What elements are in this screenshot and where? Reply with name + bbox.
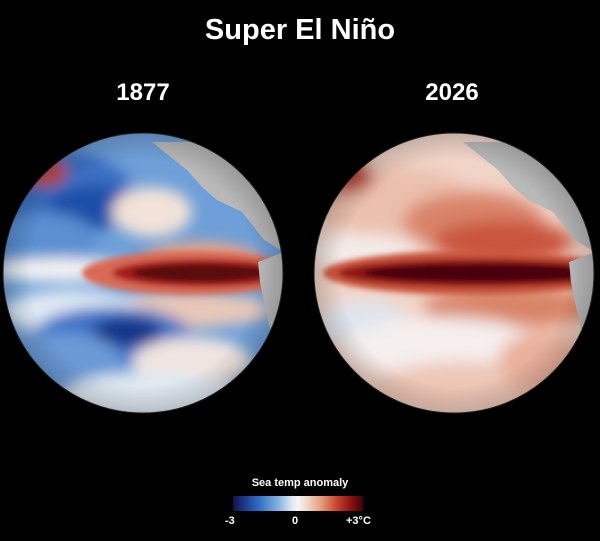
figure-title: Super El Niño xyxy=(204,14,396,46)
color-scale-bar xyxy=(233,496,363,511)
year-label-2026: 2026 xyxy=(425,79,479,106)
year-label-1877: 1877 xyxy=(116,79,170,106)
legend-min-label: -3 xyxy=(225,515,235,527)
legend-mid-label: 0 xyxy=(292,515,299,527)
globe-2026 xyxy=(313,132,595,414)
legend-max-label: +3°C xyxy=(346,515,371,527)
legend-title: Sea temp anomaly xyxy=(251,477,349,489)
globe-1877 xyxy=(2,132,284,414)
